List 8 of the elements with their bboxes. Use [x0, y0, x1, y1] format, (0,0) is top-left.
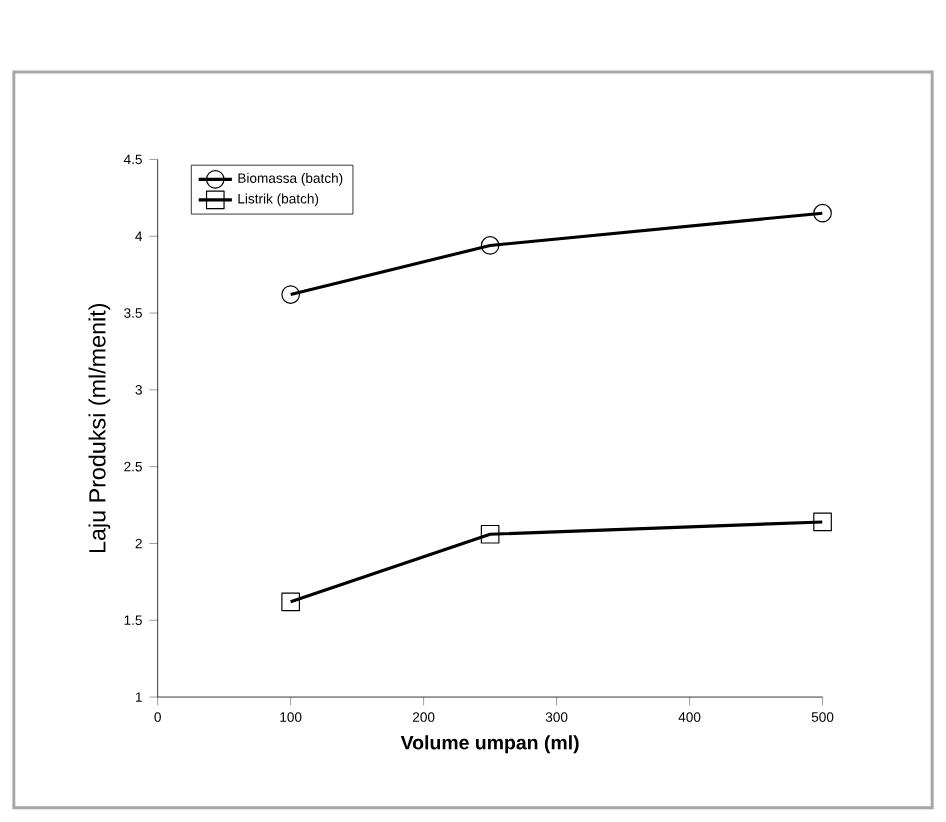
point [480, 525, 500, 544]
point [813, 204, 832, 223]
x-axis-title: Volume umpan (ml) [400, 735, 579, 754]
point [480, 236, 500, 255]
point [813, 512, 832, 532]
point [281, 592, 300, 612]
point [281, 285, 300, 305]
y-axis-title: Laju Produksi (ml/menit) [88, 304, 111, 553]
